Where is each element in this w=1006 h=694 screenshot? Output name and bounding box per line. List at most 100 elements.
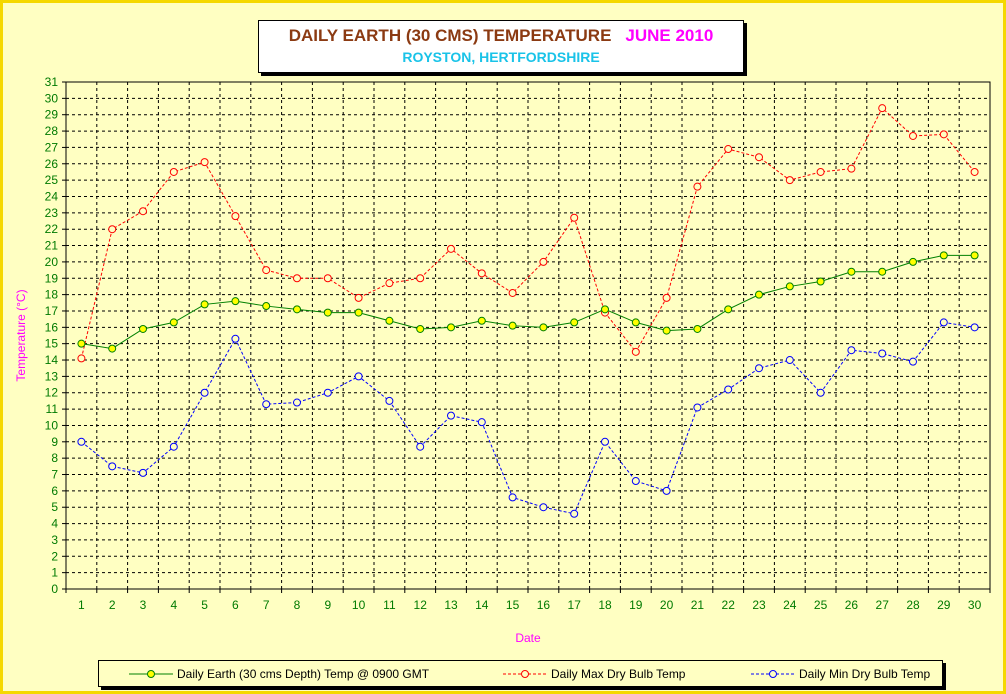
data-point-min <box>169 442 178 451</box>
data-point-max <box>909 131 917 140</box>
y-tick-label: 6 <box>51 484 58 498</box>
data-point-earth <box>724 305 733 314</box>
data-point-earth <box>847 267 856 276</box>
x-tick-label: 5 <box>201 598 208 612</box>
data-point-max <box>785 176 794 185</box>
data-point-earth <box>693 324 702 333</box>
y-tick-label: 7 <box>51 468 58 482</box>
legend-min-swatch <box>751 669 795 678</box>
data-point-earth <box>755 290 763 299</box>
y-tick-label: 26 <box>45 157 59 171</box>
y-tick-label: 29 <box>45 108 59 122</box>
data-point-max <box>508 288 517 297</box>
data-point-earth <box>323 308 332 317</box>
y-tick-label: 18 <box>45 288 59 302</box>
y-tick-label: 22 <box>45 222 59 236</box>
x-tick-label: 11 <box>383 598 396 612</box>
title-line: DAILY EARTH (30 CMS) TEMPERATURE JUNE 201… <box>259 26 743 46</box>
data-point-earth <box>354 308 363 317</box>
x-tick-label: 3 <box>140 598 147 612</box>
chart-title: DAILY EARTH (30 CMS) TEMPERATURE <box>288 26 612 45</box>
y-tick-label: 12 <box>45 386 59 400</box>
x-tick-label: 12 <box>414 598 428 612</box>
x-tick-label: 30 <box>968 598 982 612</box>
data-point-max <box>570 213 579 222</box>
data-point-min <box>323 388 332 397</box>
data-point-min <box>939 318 948 327</box>
data-point-min <box>601 437 609 446</box>
x-tick-label: 15 <box>506 598 520 612</box>
data-point-min <box>878 349 887 358</box>
data-point-earth <box>601 305 609 314</box>
x-tick-label: 9 <box>324 598 331 612</box>
data-point-earth <box>477 316 486 325</box>
data-point-max <box>631 347 640 356</box>
data-point-earth <box>970 251 979 260</box>
y-tick-label: 28 <box>45 124 59 138</box>
x-tick-label: 4 <box>170 598 177 612</box>
data-point-earth <box>262 302 271 311</box>
x-tick-label: 14 <box>475 598 489 612</box>
y-tick-label: 11 <box>46 402 59 416</box>
y-tick-label: 0 <box>51 582 58 596</box>
x-tick-label: 21 <box>691 598 705 612</box>
x-tick-label: 17 <box>568 598 582 612</box>
x-tick-label: 2 <box>109 598 116 612</box>
legend-max-label: Daily Max Dry Bulb Temp <box>551 666 686 681</box>
data-point-min <box>693 403 702 412</box>
data-point-min <box>385 396 394 405</box>
data-point-earth <box>939 251 948 260</box>
data-point-min <box>508 493 517 502</box>
data-point-max <box>477 269 486 278</box>
data-point-max <box>139 207 147 216</box>
chart-subtitle: ROYSTON, HERTFORDSHIRE <box>402 49 600 65</box>
x-tick-label: 16 <box>537 598 551 612</box>
data-point-max <box>724 145 733 154</box>
data-point-min <box>354 372 363 381</box>
y-tick-label: 3 <box>51 533 58 547</box>
y-tick-label: 23 <box>45 206 59 220</box>
data-point-min <box>200 388 209 397</box>
x-tick-label: 18 <box>598 598 612 612</box>
data-point-earth <box>570 318 579 327</box>
y-tick-label: 30 <box>45 91 59 105</box>
data-point-earth <box>662 326 671 335</box>
x-axis-label: Date <box>515 631 541 645</box>
y-tick-label: 4 <box>51 517 58 531</box>
data-point-min <box>477 418 486 427</box>
data-point-max <box>539 257 548 266</box>
series-line-earth <box>81 254 975 350</box>
chart-month: JUNE 2010 <box>625 26 714 45</box>
data-point-min <box>570 509 579 518</box>
data-point-max <box>354 293 363 302</box>
data-point-max <box>878 104 887 113</box>
y-tick-label: 17 <box>45 304 59 318</box>
data-point-earth <box>508 321 517 330</box>
y-tick-label: 15 <box>45 337 59 351</box>
data-point-min <box>847 346 856 355</box>
data-point-max <box>323 274 332 283</box>
legend-min-label: Daily Min Dry Bulb Temp <box>799 666 931 681</box>
series-line-max <box>80 107 975 359</box>
data-point-min <box>139 468 147 477</box>
y-tick-label: 8 <box>51 451 58 465</box>
data-point-earth <box>139 324 147 333</box>
data-point-min <box>108 462 117 471</box>
x-tick-label: 20 <box>660 598 674 612</box>
data-point-earth <box>108 344 117 353</box>
data-point-max <box>416 274 425 283</box>
data-point-max <box>970 167 979 176</box>
series-line-min <box>81 321 975 515</box>
data-point-earth <box>169 318 178 327</box>
data-point-min <box>416 442 425 451</box>
x-tick-label: 25 <box>814 598 828 612</box>
y-tick-label: 10 <box>45 418 59 432</box>
data-point-earth <box>385 316 394 325</box>
y-tick-label: 5 <box>51 500 58 514</box>
x-tick-label: 10 <box>352 598 366 612</box>
data-point-earth <box>878 267 887 276</box>
legend-max-swatch <box>503 669 547 678</box>
data-point-max <box>231 212 240 221</box>
data-point-earth <box>416 324 425 333</box>
